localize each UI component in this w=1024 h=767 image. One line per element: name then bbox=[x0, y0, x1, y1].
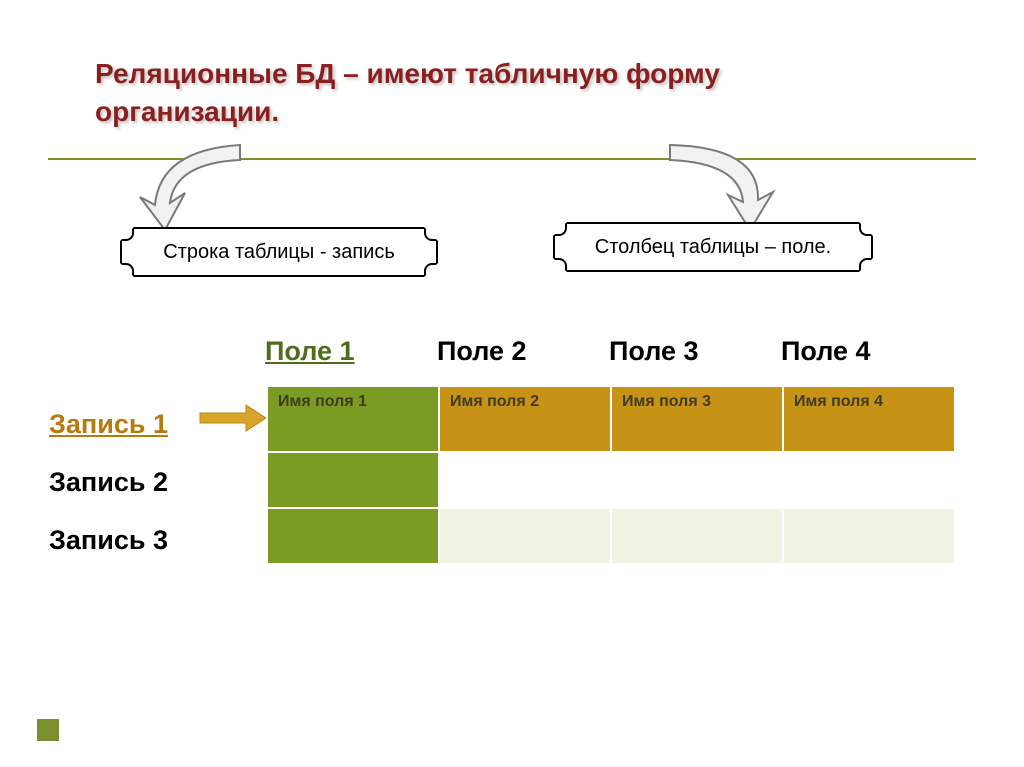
table-cell bbox=[439, 508, 611, 564]
box-column-definition: Столбец таблицы – поле. bbox=[553, 222, 873, 272]
curved-arrow-left bbox=[130, 135, 290, 235]
table-row bbox=[267, 508, 955, 564]
record-pointer-arrow bbox=[198, 403, 268, 433]
field-headers-row: Поле 1 Поле 2 Поле 3 Поле 4 bbox=[265, 336, 953, 367]
footer-decoration bbox=[37, 719, 59, 741]
table-header-cell: Имя поля 1 bbox=[267, 386, 439, 452]
slide-title: Реляционные БД – имеют табличную форму о… bbox=[95, 55, 720, 131]
table-row bbox=[267, 452, 955, 508]
table-cell bbox=[783, 508, 955, 564]
title-line-1: Реляционные БД – имеют табличную форму bbox=[95, 58, 720, 89]
table-cell bbox=[611, 452, 783, 508]
field-header-3: Поле 3 bbox=[609, 336, 781, 367]
table-header-cell: Имя поля 4 bbox=[783, 386, 955, 452]
field-header-1: Поле 1 bbox=[265, 336, 437, 367]
record-labels-column: Запись 1 Запись 2 Запись 3 bbox=[49, 395, 168, 569]
table-cell bbox=[611, 508, 783, 564]
title-line-2: организации. bbox=[95, 96, 279, 127]
field-header-4: Поле 4 bbox=[781, 336, 953, 367]
curved-arrow-right bbox=[640, 135, 800, 235]
table-header-cell: Имя поля 2 bbox=[439, 386, 611, 452]
record-label-1: Запись 1 bbox=[49, 395, 168, 453]
table-cell bbox=[783, 452, 955, 508]
box-row-definition: Строка таблицы - запись bbox=[120, 227, 438, 277]
table-header-row: Имя поля 1 Имя поля 2 Имя поля 3 Имя пол… bbox=[267, 386, 955, 452]
record-label-2: Запись 2 bbox=[49, 453, 168, 511]
table-cell bbox=[267, 508, 439, 564]
table-cell bbox=[439, 452, 611, 508]
box-row-text: Строка таблицы - запись bbox=[163, 241, 395, 264]
record-label-3: Запись 3 bbox=[49, 511, 168, 569]
table-cell bbox=[267, 452, 439, 508]
table-header-cell: Имя поля 3 bbox=[611, 386, 783, 452]
field-header-2: Поле 2 bbox=[437, 336, 609, 367]
example-table: Имя поля 1 Имя поля 2 Имя поля 3 Имя пол… bbox=[266, 385, 956, 565]
box-column-text: Столбец таблицы – поле. bbox=[595, 236, 831, 259]
